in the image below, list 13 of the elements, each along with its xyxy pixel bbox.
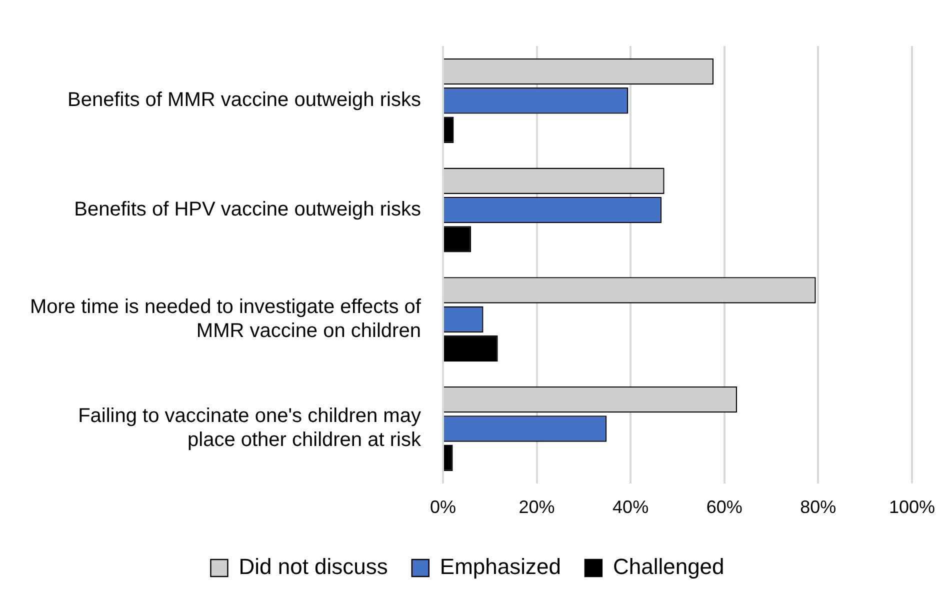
y-tick-label: Benefits of MMR vaccine outweigh risks bbox=[67, 89, 421, 112]
y-tick-label: Benefits of HPV vaccine outweigh risks bbox=[74, 198, 421, 221]
y-tick-label: Failing to vaccinate one's children may place other children at risk bbox=[78, 405, 422, 452]
x-tick-label: 20% bbox=[518, 497, 555, 518]
x-tick-label: 80% bbox=[800, 497, 836, 518]
y-tick-label: More time is needed to investigate effects of MMR vaccine on children bbox=[30, 296, 422, 342]
legend-label: Emphasized bbox=[440, 554, 561, 580]
legend-label: Did not discuss bbox=[238, 554, 388, 580]
x-tick-label: 40% bbox=[612, 497, 649, 518]
x-tick-label: 100% bbox=[888, 497, 936, 518]
x-tick-label: 0% bbox=[430, 497, 456, 518]
legend-label: Challenged bbox=[612, 554, 724, 580]
x-tick-label: 60% bbox=[706, 497, 742, 518]
